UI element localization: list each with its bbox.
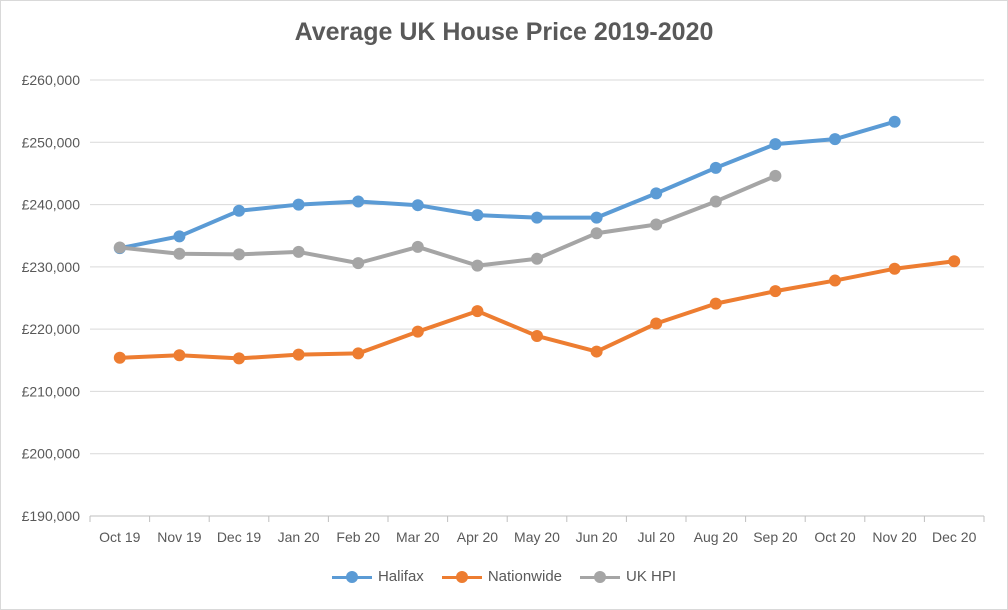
y-tick-label: £190,000 (22, 508, 81, 524)
data-point-nationwide (113, 351, 126, 364)
data-point-uk-hpi (471, 259, 484, 272)
x-axis-tick-labels: Oct 19 Nov 19 Dec 19 Jan 20 Feb 20 Mar 20 Apr … (99, 529, 976, 545)
legend-item-nationwide: Nationwide (441, 568, 563, 585)
y-tick-label: £210,000 (22, 383, 81, 399)
data-point-nationwide (650, 317, 663, 330)
data-point-uk-hpi (650, 218, 663, 231)
x-tick-label: May 20 (514, 529, 560, 545)
y-tick-label: £220,000 (22, 321, 81, 337)
data-point-nationwide (173, 349, 186, 362)
legend-swatch-uk-hpi (580, 569, 621, 585)
data-point-halifax (173, 230, 186, 243)
data-point-halifax (531, 211, 543, 224)
data-point-nationwide (292, 348, 305, 361)
data-point-uk-hpi (113, 241, 126, 254)
legend-swatch-nationwide (441, 569, 482, 585)
data-point-nationwide (352, 347, 365, 360)
data-point-uk-hpi (531, 252, 543, 265)
y-tick-label: £250,000 (22, 134, 81, 150)
data-point-nationwide (233, 352, 245, 365)
x-tick-label: Aug 20 (694, 529, 739, 545)
data-point-halifax (292, 198, 305, 211)
legend: Halifax Nationwide UK HPI (0, 568, 1008, 585)
chart-title: Average UK House Price 2019-2020 (294, 18, 714, 46)
data-point-uk-hpi (352, 257, 365, 270)
data-point-uk-hpi (709, 195, 722, 208)
data-point-nationwide (769, 285, 782, 298)
y-tick-label: £260,000 (22, 72, 81, 88)
series-line-nationwide (117, 259, 957, 361)
series-halifax (113, 115, 901, 255)
data-point-nationwide (411, 325, 424, 338)
legend-label-nationwide: Nationwide (487, 568, 563, 585)
x-tick-label: Sep 20 (753, 529, 798, 545)
data-point-halifax (709, 161, 722, 174)
x-tick-label: Dec 20 (932, 529, 977, 545)
x-tick-label: Jan 20 (278, 529, 320, 545)
series-line-halifax (117, 119, 897, 251)
y-axis-tick-labels: £190,000 £200,000 £210,000 £220,000 £230,000… (22, 72, 81, 524)
data-point-halifax (769, 138, 782, 151)
data-point-uk-hpi (173, 247, 186, 260)
data-point-nationwide (829, 274, 841, 287)
data-point-nationwide (531, 329, 543, 342)
legend-swatch-halifax (331, 569, 372, 585)
x-tick-label: Feb 20 (336, 529, 380, 545)
x-tick-label: Jun 20 (576, 529, 618, 545)
series-lines (113, 115, 961, 365)
series-line-uk-hpi (117, 173, 778, 268)
data-point-nationwide (948, 255, 961, 268)
data-point-uk-hpi (233, 248, 245, 261)
x-tick-label: Oct 20 (814, 529, 855, 545)
data-point-halifax (590, 211, 603, 224)
data-point-uk-hpi (292, 245, 305, 258)
data-point-nationwide (709, 297, 722, 310)
x-tick-label: Mar 20 (396, 529, 440, 545)
x-tick-label: Dec 19 (217, 529, 262, 545)
data-point-uk-hpi (411, 240, 424, 253)
series-nationwide (113, 255, 961, 365)
series-uk-hpi (113, 169, 782, 272)
data-point-halifax (471, 209, 484, 222)
x-tick-label: Apr 20 (457, 529, 498, 545)
x-tick-label: Jul 20 (638, 529, 676, 545)
data-point-halifax (888, 115, 901, 128)
data-point-nationwide (590, 345, 603, 358)
data-point-halifax (233, 204, 245, 217)
data-point-nationwide (888, 262, 901, 275)
legend-item-uk-hpi: UK HPI (580, 568, 676, 585)
x-tick-label: Nov 20 (872, 529, 917, 545)
data-point-uk-hpi (590, 227, 603, 240)
x-tick-label: Nov 19 (157, 529, 202, 545)
data-point-halifax (829, 133, 841, 146)
data-point-uk-hpi (769, 169, 782, 182)
legend-label-uk-hpi: UK HPI (626, 568, 677, 585)
y-tick-label: £200,000 (22, 446, 81, 462)
data-point-halifax (650, 187, 663, 200)
x-tick-label: Oct 19 (99, 529, 140, 545)
legend-label-halifax: Halifax (377, 568, 424, 585)
data-point-nationwide (471, 305, 484, 318)
x-axis (89, 515, 985, 522)
y-tick-label: £230,000 (22, 259, 81, 275)
y-tick-label: £240,000 (22, 197, 81, 213)
legend-item-halifax: Halifax (331, 568, 424, 585)
data-point-halifax (352, 195, 365, 208)
data-point-halifax (411, 199, 424, 212)
